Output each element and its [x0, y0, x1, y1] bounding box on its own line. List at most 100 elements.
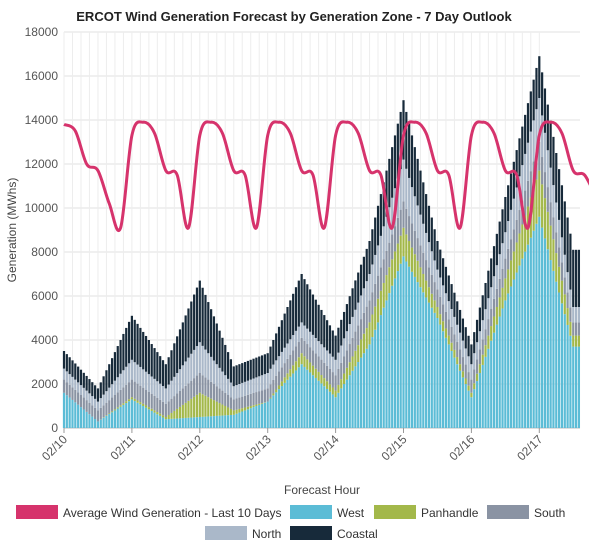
bar-segment-west	[572, 346, 575, 428]
bar-segment-coastal	[294, 287, 298, 331]
bar-segment-panhandle	[374, 306, 377, 330]
bar-segment-south	[252, 392, 255, 406]
bar-segment-panhandle	[490, 326, 493, 341]
bar-segment-south	[229, 397, 233, 409]
bar-segment-coastal	[566, 217, 569, 273]
bar-segment-coastal	[328, 325, 332, 354]
bar-segment-north	[351, 316, 354, 338]
bar-segment-north	[136, 364, 139, 384]
bar-segment-west	[419, 287, 422, 428]
bar-segment-west	[258, 404, 261, 428]
bar-segment-south	[127, 382, 131, 400]
bar-segment-panhandle	[258, 403, 261, 405]
bar-segment-south	[221, 390, 224, 405]
bar-segment-south	[156, 397, 159, 413]
bar-segment-north	[408, 177, 411, 217]
bar-segment-west	[504, 300, 507, 428]
bar-segment-west	[147, 409, 150, 428]
bar-segment-west	[201, 416, 204, 428]
bar-segment-panhandle	[535, 179, 538, 224]
bar-segment-coastal	[110, 358, 114, 385]
bar-segment-panhandle	[569, 321, 572, 336]
bar-segment-panhandle	[212, 400, 216, 417]
bar-segment-panhandle	[444, 328, 448, 338]
bar-segment-coastal	[371, 229, 374, 265]
bar-segment-south	[119, 389, 122, 406]
bar-segment-panhandle	[425, 280, 428, 298]
bar-segment-coastal	[150, 344, 153, 377]
bar-segment-west	[563, 314, 566, 428]
bar-segment-coastal	[526, 103, 530, 143]
bar-segment-coastal	[249, 359, 252, 380]
bar-segment-south	[425, 260, 428, 281]
bar-segment-west	[224, 415, 227, 428]
bar-segment-west	[79, 407, 83, 428]
bar-segment-coastal	[495, 233, 498, 266]
bar-segment-coastal	[439, 249, 442, 278]
bar-segment-panhandle	[323, 378, 326, 387]
bar-segment-panhandle	[391, 259, 394, 286]
average-wind-line	[63, 120, 589, 232]
bar-segment-coastal	[142, 331, 145, 370]
bar-segment-north	[65, 371, 68, 383]
bar-segment-coastal	[470, 344, 473, 365]
bar-segment-coastal	[164, 364, 167, 389]
bar-segment-west	[425, 297, 428, 428]
bar-segment-panhandle	[300, 353, 303, 365]
bar-segment-panhandle	[458, 364, 462, 371]
bar-segment-west	[153, 412, 156, 428]
bar-segment-panhandle	[167, 414, 170, 420]
bar-segment-panhandle	[439, 314, 442, 325]
bar-segment-coastal	[246, 360, 249, 381]
bar-segment-panhandle	[365, 328, 368, 349]
bar-segment-north	[509, 209, 513, 240]
bar-segment-west	[552, 270, 555, 428]
bar-segment-coastal	[105, 370, 108, 392]
bar-segment-panhandle	[405, 234, 408, 262]
y-tick-label: 18000	[25, 25, 59, 39]
bar-segment-coastal	[167, 357, 170, 385]
bar-segment-north	[286, 343, 289, 359]
bar-segment-west	[538, 216, 541, 428]
bar-segment-panhandle	[549, 225, 552, 261]
bar-segment-south	[518, 210, 521, 234]
bar-segment-south	[490, 309, 493, 327]
bar-segment-north	[102, 394, 105, 406]
y-tick-label: 14000	[25, 113, 59, 127]
bar-segment-south	[74, 389, 77, 403]
bar-segment-panhandle	[402, 227, 405, 257]
bar-segment-north	[532, 120, 535, 162]
bar-segment-coastal	[498, 221, 501, 255]
bar-segment-coastal	[314, 299, 317, 338]
bar-segment-south	[136, 383, 139, 401]
bar-segment-north	[402, 159, 405, 202]
bar-segment-north	[391, 197, 394, 235]
bar-segment-north	[153, 378, 156, 396]
bar-segment-west	[467, 390, 470, 428]
bar-segment-south	[447, 319, 450, 336]
bar-segment-coastal	[136, 323, 139, 365]
bar-segment-coastal	[74, 363, 77, 380]
bar-segment-north	[436, 269, 439, 290]
bar-segment-south	[577, 322, 581, 336]
bar-segment-coastal	[379, 194, 382, 236]
bar-segment-west	[184, 417, 187, 428]
bar-segment-north	[127, 363, 131, 383]
bar-segment-panhandle	[560, 280, 564, 304]
bar-segment-south	[269, 384, 272, 398]
y-tick-label: 2000	[31, 377, 58, 391]
bar-segment-panhandle	[495, 307, 498, 325]
bar-segment-west	[178, 418, 182, 428]
bar-segment-coastal	[309, 289, 312, 332]
bar-segment-coastal	[475, 319, 479, 343]
bar-segment-coastal	[218, 330, 221, 368]
bar-segment-south	[133, 381, 136, 399]
bar-segment-panhandle	[201, 394, 204, 417]
bar-segment-south	[289, 354, 292, 370]
bar-segment-south	[190, 380, 193, 399]
bar-segment-coastal	[484, 282, 487, 310]
bar-segment-coastal	[563, 201, 566, 255]
bar-segment-panhandle	[252, 405, 255, 408]
bar-segment-coastal	[416, 158, 419, 206]
bar-segment-coastal	[549, 120, 552, 168]
